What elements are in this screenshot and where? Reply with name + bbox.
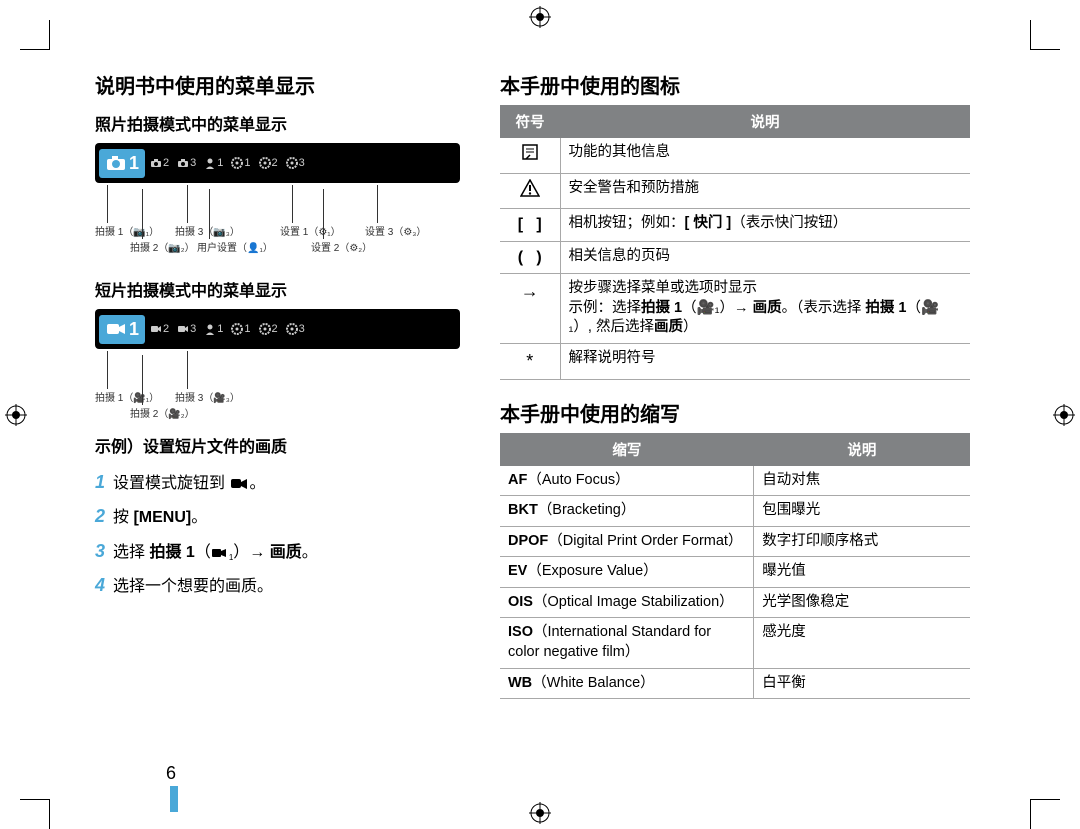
table-row: 功能的其他信息 [500,138,970,173]
abbr-cell: BKT（Bracketing） [500,496,754,527]
section2-title: 短片拍摄模式中的菜单显示 [95,277,460,301]
callout-label: 拍摄 1（📷₁） [95,223,159,238]
table-row: *解释说明符号 [500,344,970,380]
page-number: 6 [166,763,176,784]
desc-cell: 解释说明符号 [560,344,970,380]
abbr-cell: EV（Exposure Value） [500,557,754,588]
crop-mark-bl [20,799,50,829]
abbr-desc-cell: 数字打印顺序格式 [754,526,970,557]
step-line: 3选择 拍摄 1（1）→ 画质。 [95,534,460,568]
callout-label: 设置 1（⚙₁） [280,223,341,238]
callout-label: 拍摄 3（📷₃） [175,223,240,238]
table-row: ISO（International Standard for color neg… [500,618,970,668]
menu-active-photo1: 1 [99,149,145,178]
symbol-cell: → [500,274,560,344]
desc-cell: 相机按钮；例如：[ 快门 ]（表示快门按钮） [560,209,970,242]
menu-active-video1: 1 [99,315,145,344]
abbr-desc-cell: 包围曝光 [754,496,970,527]
table-row: 安全警告和预防措施 [500,173,970,209]
table-row: OIS（Optical Image Stabilization）光学图像稳定 [500,587,970,618]
registration-mark-bottom [529,802,551,824]
menu-photo2: 2 [147,157,172,169]
table-row: WB（White Balance）白平衡 [500,668,970,699]
registration-mark-top [529,6,551,28]
callout-label: 设置 3（⚙₃） [365,223,426,238]
abbr-table: 缩写 说明 AF（Auto Focus）自动对焦BKT（Bracketing）包… [500,433,970,700]
symbol-cell [500,138,560,173]
menu-v-setting2: 2 [256,323,281,335]
table-row: [ ]相机按钮；例如：[ 快门 ]（表示快门按钮） [500,209,970,242]
abbr-cell: AF（Auto Focus） [500,466,754,496]
symbol-cell: * [500,344,560,380]
abbr-desc-cell: 白平衡 [754,668,970,699]
abbr-cell: DPOF（Digital Print Order Format） [500,526,754,557]
menu-v-user1: 1 [201,323,226,335]
crop-mark-tl [20,20,50,50]
page-accent-bar [170,786,178,812]
menu-user1: 1 [201,157,226,169]
abbr-desc-cell: 感光度 [754,618,970,668]
callout-label: 用户设置（👤₁） [197,239,273,254]
callout-label: 拍摄 2（📷₂） [130,239,195,254]
icons-table: 符号 说明 功能的其他信息安全警告和预防措施[ ]相机按钮；例如：[ 快门 ]（… [500,105,970,380]
menu-video3: 3 [174,323,199,335]
table-row: DPOF（Digital Print Order Format）数字打印顺序格式 [500,526,970,557]
menu-video2: 2 [147,323,172,335]
abbr-desc-cell: 曝光值 [754,557,970,588]
abbr-title: 本手册中使用的缩写 [500,398,970,427]
icons-title: 本手册中使用的图标 [500,70,970,99]
desc-cell: 安全警告和预防措施 [560,173,970,209]
icons-th-desc: 说明 [560,105,970,138]
callout-label: 拍摄 2（🎥₂） [130,405,195,420]
icons-th-sym: 符号 [500,105,560,138]
abbr-cell: ISO（International Standard for color neg… [500,618,754,668]
abbr-th2: 说明 [754,433,970,466]
section3-title: 示例）设置短片文件的画质 [95,433,460,457]
callout-label: 拍摄 3（🎥₃） [175,389,240,404]
menu-setting3: 3 [283,157,308,169]
menu-v-setting1: 1 [228,323,253,335]
desc-cell: 按步骤选择菜单或选项时显示示例：选择拍摄 1（🎥₁）→ 画质。（表示选择 拍摄 … [560,274,970,344]
symbol-cell: [ ] [500,209,560,242]
symbol-cell [500,173,560,209]
registration-mark-right [1053,404,1075,426]
menu-photo3: 3 [174,157,199,169]
abbr-desc-cell: 自动对焦 [754,466,970,496]
step-line: 1设置模式旋钮到 。 [95,465,460,499]
section1-title: 照片拍摄模式中的菜单显示 [95,111,460,135]
crop-mark-tr [1030,20,1060,50]
menu-v-setting3: 3 [283,323,308,335]
menu-setting1: 1 [228,157,253,169]
photo-menu-labels: 拍摄 1（📷₁）拍摄 2（📷₂）拍摄 3（📷₃）用户设置（👤₁） 设置 1（⚙₁）… [95,183,460,253]
crop-mark-br [1030,799,1060,829]
table-row: AF（Auto Focus）自动对焦 [500,466,970,496]
video-menubar: 1 2 3 1 1 2 3 [95,309,460,349]
callout-label: 设置 2（⚙₂） [311,239,372,254]
abbr-desc-cell: 光学图像稳定 [754,587,970,618]
step-line: 2按 [MENU]。 [95,499,460,533]
menu-setting2: 2 [256,157,281,169]
camera-icon [105,154,127,172]
desc-cell: 相关信息的页码 [560,241,970,274]
table-row: BKT（Bracketing）包围曝光 [500,496,970,527]
table-row: →按步骤选择菜单或选项时显示示例：选择拍摄 1（🎥₁）→ 画质。（表示选择 拍摄… [500,274,970,344]
abbr-cell: WB（White Balance） [500,668,754,699]
video-icon [105,320,127,338]
example-steps: 1设置模式旋钮到 。2按 [MENU]。3选择 拍摄 1（1）→ 画质。4选择一… [95,465,460,603]
desc-cell: 功能的其他信息 [560,138,970,173]
callout-label: 拍摄 1（🎥₁） [95,389,159,404]
table-row: ( )相关信息的页码 [500,241,970,274]
left-title: 说明书中使用的菜单显示 [95,70,460,99]
registration-mark-left [5,404,27,426]
video-menu-labels: 拍摄 1（🎥₁）拍摄 2（🎥₂）拍摄 3（🎥₃） [95,349,460,419]
abbr-th1: 缩写 [500,433,754,466]
step-line: 4选择一个想要的画质。 [95,568,460,602]
photo-menubar: 1 2 3 1 1 2 3 [95,143,460,183]
symbol-cell: ( ) [500,241,560,274]
table-row: EV（Exposure Value）曝光值 [500,557,970,588]
abbr-cell: OIS（Optical Image Stabilization） [500,587,754,618]
